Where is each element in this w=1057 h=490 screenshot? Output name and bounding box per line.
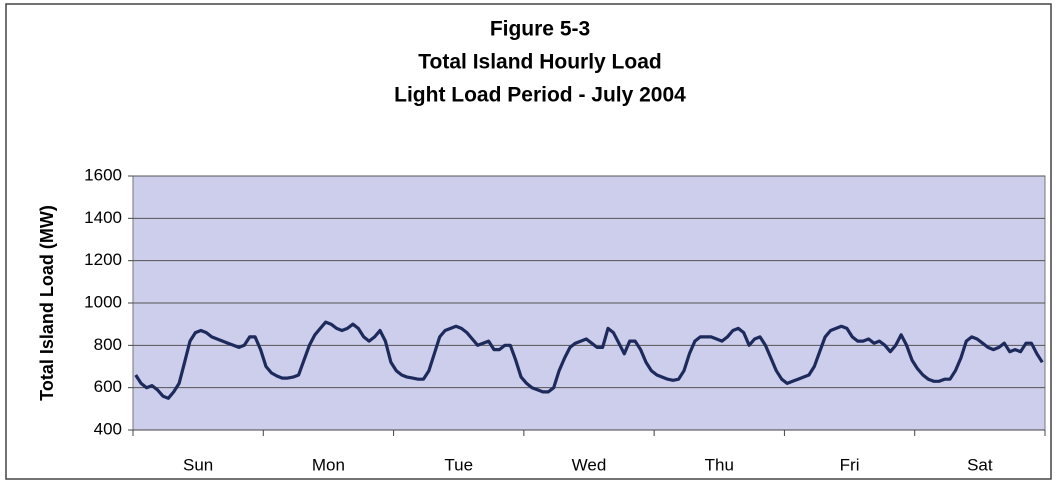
y-tick-label: 1600 xyxy=(84,165,122,184)
y-axis-label: Total Island Load (MW) xyxy=(37,205,57,401)
x-tick-label: Sat xyxy=(967,455,993,474)
y-tick-label: 1000 xyxy=(84,292,122,311)
x-tick-label: Thu xyxy=(705,455,734,474)
y-tick-label: 600 xyxy=(94,377,122,396)
chart-title: Light Load Period - July 2004 xyxy=(394,84,686,107)
x-tick-label: Wed xyxy=(572,455,607,474)
y-tick-label: 1200 xyxy=(84,250,122,269)
load-line xyxy=(134,320,1044,400)
y-tick-label: 800 xyxy=(94,335,122,354)
y-tick-label: 1400 xyxy=(84,208,122,227)
x-tick-label: Tue xyxy=(444,455,473,474)
x-tick-label: Sun xyxy=(183,455,213,474)
y-tick-label: 400 xyxy=(94,419,122,438)
chart-title: Figure 5-3 xyxy=(490,18,590,41)
x-tick-label: Fri xyxy=(840,455,860,474)
x-tick-label: Mon xyxy=(312,455,345,474)
chart-title: Total Island Hourly Load xyxy=(418,51,661,74)
